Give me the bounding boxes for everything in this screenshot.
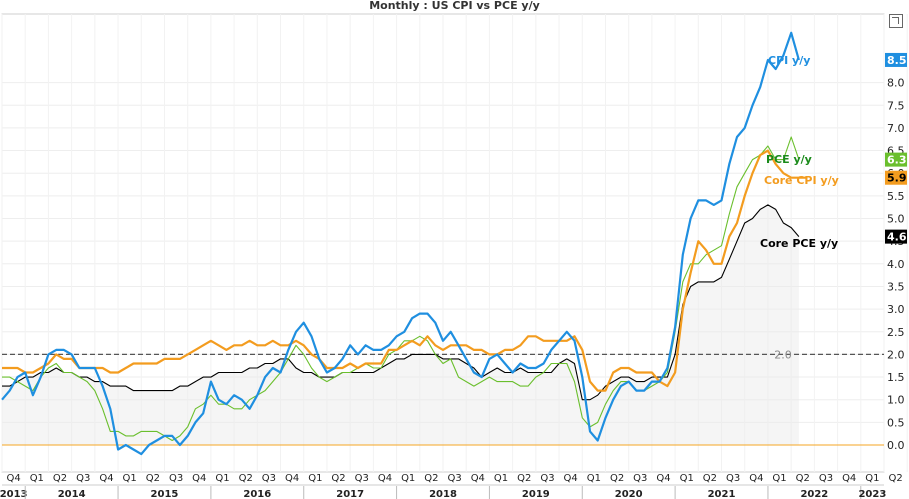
- grid: [1, 14, 908, 472]
- reference-line-label: 2.0: [774, 348, 792, 361]
- x-tick-label: Q4: [6, 473, 20, 484]
- last-value-tag: [885, 170, 907, 185]
- x-tick-label: Q3: [819, 473, 833, 484]
- x-tick-label: Q4: [749, 473, 763, 484]
- series-label: CPI y/y: [768, 54, 810, 67]
- last-value-label: 8.5: [887, 54, 907, 67]
- y-tick-label: 5.5: [887, 190, 905, 203]
- chart-title: Monthly : US CPI vs PCE y/y: [369, 0, 540, 12]
- core-pce-area: [2, 204, 799, 445]
- x-tick-label: Q1: [772, 473, 786, 484]
- x-tick-label: Q4: [842, 473, 856, 484]
- series-label: Core CPI y/y: [764, 174, 839, 187]
- series-line: [1, 31, 800, 456]
- x-tick-label: Q1: [30, 473, 44, 484]
- x-tick-label: Q1: [401, 473, 415, 484]
- x-tick-label: Q3: [355, 473, 369, 484]
- x-tick-label: Q2: [331, 473, 345, 484]
- x-year-label: 2013: [0, 489, 28, 499]
- x-tick-label: Q2: [703, 473, 717, 484]
- x-tick-label: Q3: [76, 473, 90, 484]
- series-lines: [1, 31, 807, 456]
- x-tick-label: Q2: [239, 473, 253, 484]
- y-tick-label: 4.0: [887, 258, 905, 271]
- area-fill: [2, 204, 799, 445]
- x-tick-label: Q3: [540, 473, 554, 484]
- x-tick-label: Q3: [726, 473, 740, 484]
- x-tick-label: Q2: [610, 473, 624, 484]
- x-tick-label: Q2: [53, 473, 67, 484]
- x-tick-label: Q4: [192, 473, 206, 484]
- last-value-label: 4.6: [887, 231, 907, 244]
- y-tick-label: 1.0: [887, 394, 905, 407]
- x-year-label: 2017: [336, 489, 364, 499]
- x-tick-label: Q2: [888, 473, 902, 484]
- x-tick-label: Q1: [308, 473, 322, 484]
- y-tick-label: 3.5: [887, 280, 905, 293]
- series-line: [2, 136, 800, 442]
- x-tick-label: Q3: [169, 473, 183, 484]
- x-year-label: 2015: [151, 489, 179, 499]
- x-tick-label: Q1: [215, 473, 229, 484]
- x-tick-label: Q1: [680, 473, 694, 484]
- x-tick-label: Q2: [796, 473, 810, 484]
- x-tick-label: Q4: [99, 473, 113, 484]
- last-value-tag: [885, 152, 907, 167]
- x-year-label: 2022: [800, 489, 828, 499]
- y-tick-label: 5.0: [887, 213, 905, 226]
- y-tick-label: 0.0: [887, 439, 905, 452]
- last-value-label: 6.3: [887, 154, 907, 167]
- x-tick-label: Q1: [494, 473, 508, 484]
- last-value-tag: [885, 52, 907, 67]
- x-tick-label: Q1: [865, 473, 879, 484]
- x-tick-label: Q4: [564, 473, 578, 484]
- y-tick-label: 3.0: [887, 303, 905, 316]
- x-tick-label: Q3: [262, 473, 276, 484]
- y-tick-label: 0.5: [887, 416, 905, 429]
- x-year-label: 2021: [708, 489, 736, 499]
- x-tick-label: Q4: [378, 473, 392, 484]
- series-labels: CPI y/y Core CPI y/y PCE y/y Core PCE y/y: [760, 54, 839, 250]
- series-label: PCE y/y: [766, 153, 812, 166]
- x-year-label: 2023: [858, 489, 886, 499]
- x-tick-label: Q4: [656, 473, 670, 484]
- x-tick-label: Q3: [633, 473, 647, 484]
- last-value-tag: [885, 229, 907, 244]
- y-tick-label: 2.5: [887, 326, 905, 339]
- x-year-label: 2018: [429, 489, 457, 499]
- x-tick-label: Q4: [471, 473, 485, 484]
- x-tick-label: Q2: [517, 473, 531, 484]
- y-tick-label: 7.0: [887, 122, 905, 135]
- series-line: [2, 204, 800, 401]
- x-year-label: 2014: [58, 489, 86, 499]
- x-tick-label: Q1: [123, 473, 137, 484]
- x-tick-label: Q2: [424, 473, 438, 484]
- x-tick-label: Q1: [587, 473, 601, 484]
- y-tick-label: 2.0: [887, 348, 905, 361]
- y-axis: 0.00.51.01.52.02.53.03.54.04.55.05.56.06…: [885, 52, 907, 452]
- x-year-label: 2020: [615, 489, 643, 499]
- x-tick-label: Q2: [146, 473, 160, 484]
- x-tick-label: Q4: [285, 473, 299, 484]
- y-tick-label: 1.5: [887, 371, 905, 384]
- last-value-label: 5.9: [887, 172, 907, 185]
- x-tick-label: Q3: [447, 473, 461, 484]
- y-tick-label: 7.5: [887, 99, 905, 112]
- series-line: [2, 149, 807, 392]
- chart-settings-icon[interactable]: [889, 14, 903, 28]
- y-tick-label: 8.0: [887, 77, 905, 90]
- x-year-label: 2016: [243, 489, 271, 499]
- x-year-label: 2019: [522, 489, 550, 499]
- series-label: Core PCE y/y: [760, 237, 838, 250]
- x-axis: Q4 Q1 Q2 Q3 Q4 Q1 Q2 Q3 Q4 Q1 Q2 Q3 Q4 Q1 Q2 Q3 Q4 Q1 Q2 Q3…: [0, 473, 903, 499]
